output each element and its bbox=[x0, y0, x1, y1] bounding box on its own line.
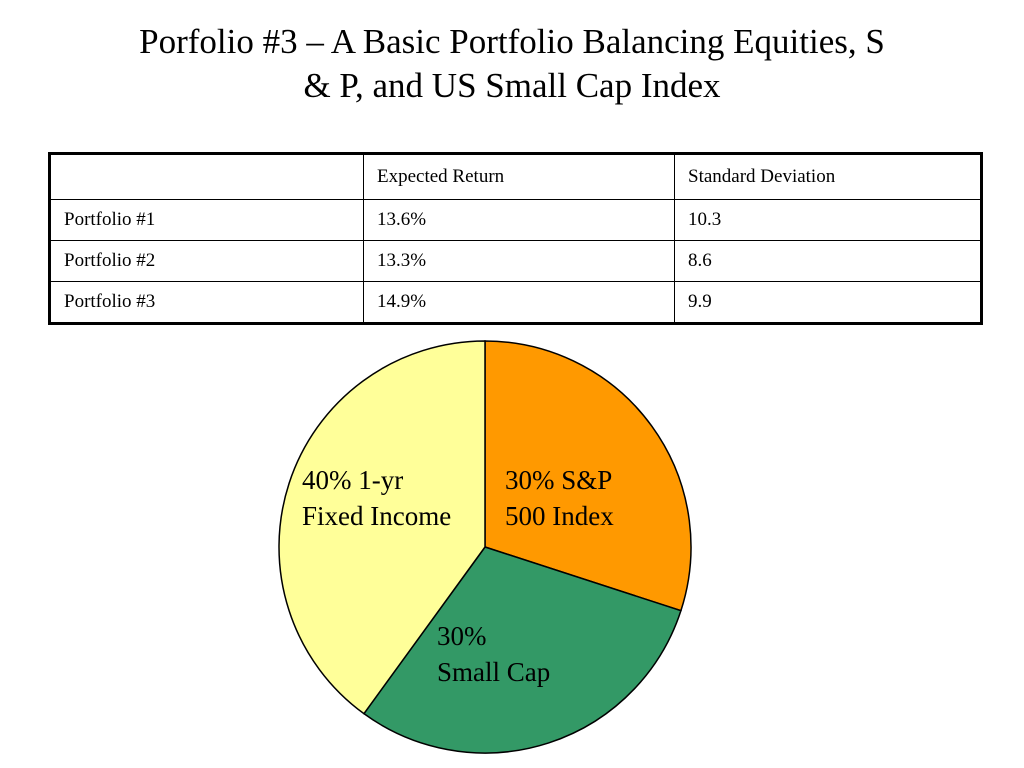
table-row: Portfolio #3 14.9% 9.9 bbox=[49, 281, 982, 324]
slice-label-line: Small Cap bbox=[437, 657, 551, 687]
header-cell-empty bbox=[49, 153, 364, 200]
pie-slice-sp500 bbox=[484, 340, 692, 612]
pie-slice-fixed-income bbox=[278, 340, 486, 715]
pie-slice-small-cap bbox=[362, 546, 682, 754]
slice-label-line: 40% 1-yr bbox=[302, 465, 404, 495]
slice-label-line: 30% S&P bbox=[505, 465, 613, 495]
expected-return-cell: 14.9% bbox=[363, 281, 675, 324]
slice-label-line: Fixed Income bbox=[302, 501, 452, 531]
slice-label-small-cap: 30% Small Cap bbox=[437, 618, 550, 690]
row-label: Portfolio #2 bbox=[49, 240, 364, 282]
slice-label-sp500: 30% S&P 500 Index bbox=[505, 462, 614, 534]
slide-title: Porfolio #3 – A Basic Portfolio Balancin… bbox=[40, 20, 984, 108]
title-line-2: & P, and US Small Cap Index bbox=[303, 66, 721, 105]
slice-label-line: 30% bbox=[437, 621, 487, 651]
portfolio-table: Expected Return Standard Deviation Portf… bbox=[48, 152, 983, 325]
expected-return-cell: 13.3% bbox=[363, 240, 675, 282]
title-line-1: Porfolio #3 – A Basic Portfolio Balancin… bbox=[139, 22, 885, 61]
standard-deviation-cell: 9.9 bbox=[674, 281, 982, 324]
standard-deviation-cell: 10.3 bbox=[674, 199, 982, 241]
slice-label-fixed-income: 40% 1-yr Fixed Income bbox=[302, 462, 451, 534]
table-row: Portfolio #2 13.3% 8.6 bbox=[49, 240, 982, 282]
header-standard-deviation: Standard Deviation bbox=[674, 153, 982, 200]
standard-deviation-cell: 8.6 bbox=[674, 240, 982, 282]
slice-label-line: 500 Index bbox=[505, 501, 614, 531]
